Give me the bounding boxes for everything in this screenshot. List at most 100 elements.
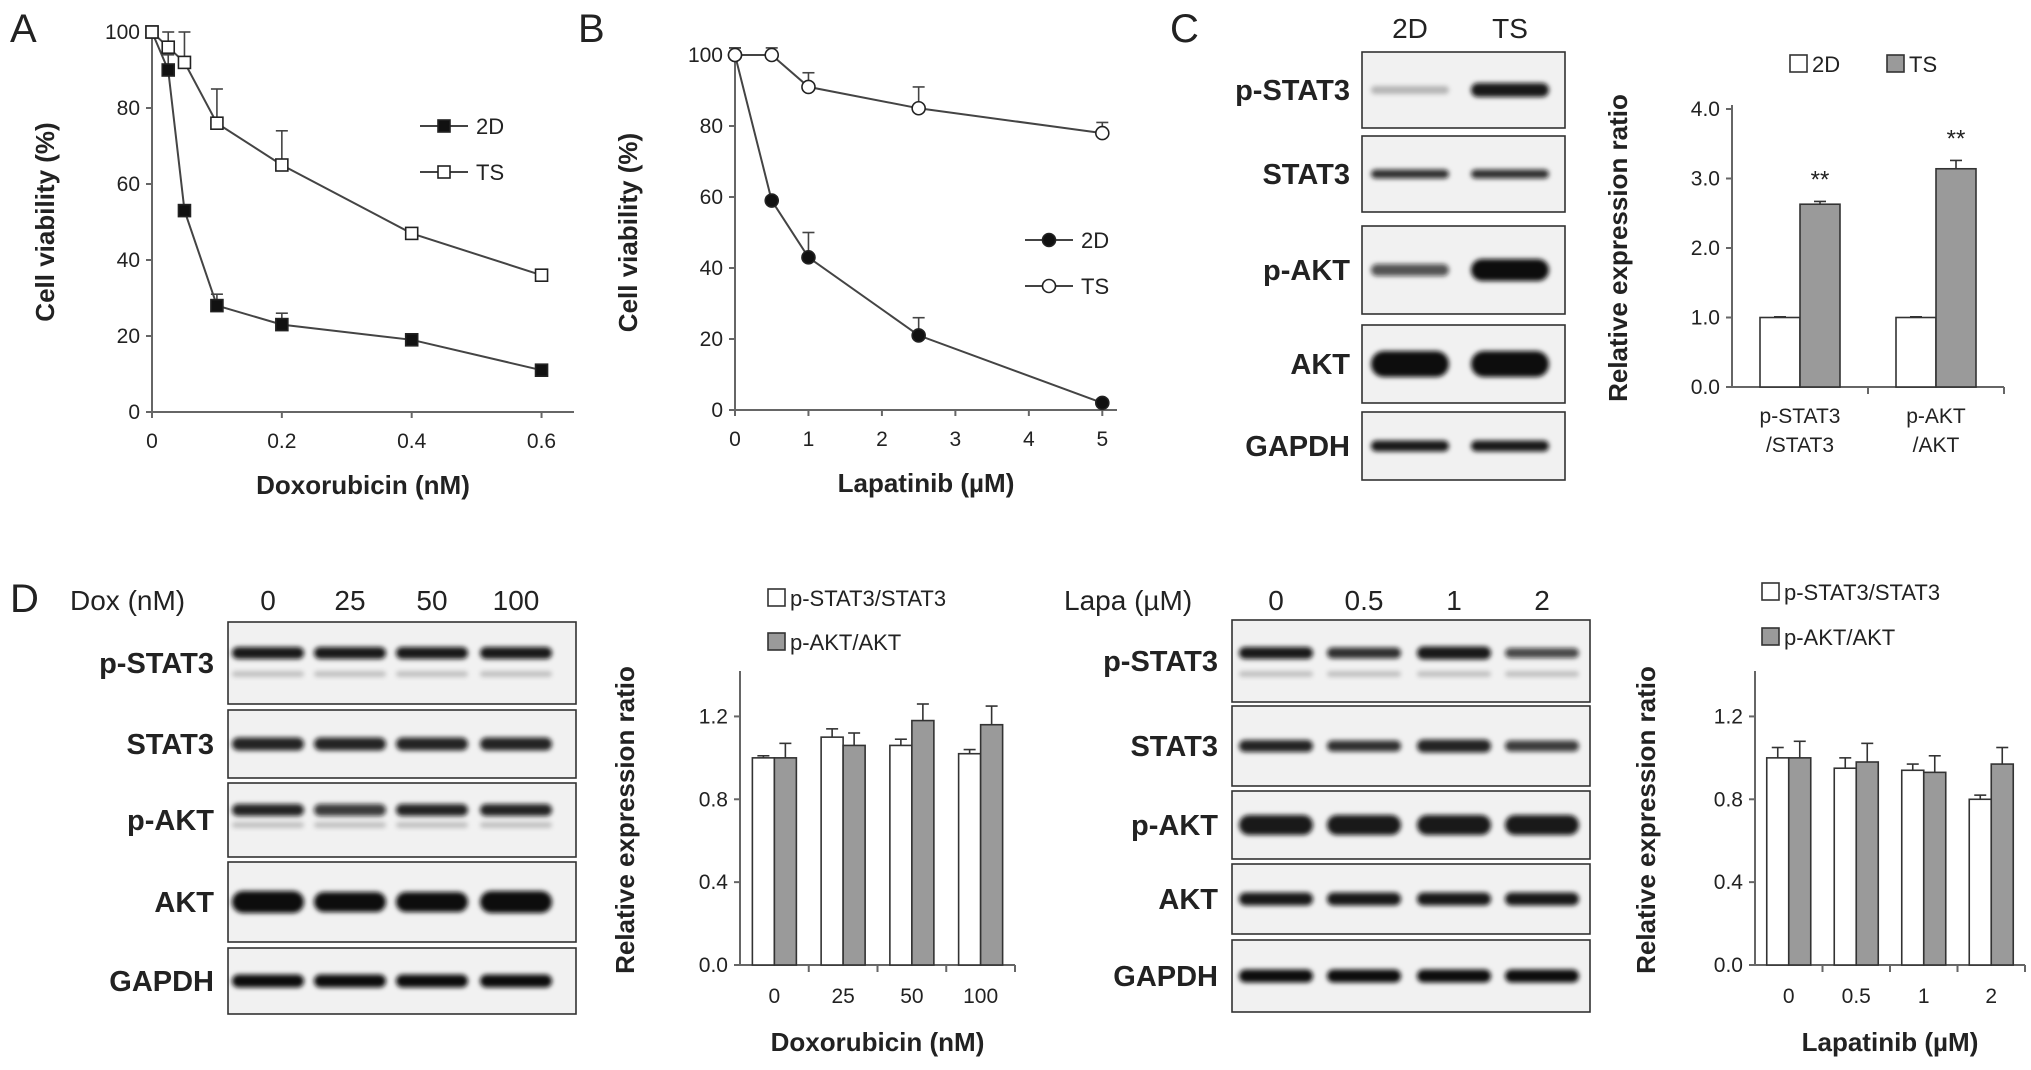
protein-band [480, 974, 552, 988]
protein-band [1371, 169, 1449, 179]
legend-label-2: TS [1909, 52, 1937, 77]
protein-band [1327, 815, 1401, 835]
x-category-label: p-AKT [1906, 405, 1966, 428]
data-point-2d [911, 328, 926, 343]
x-axis-title: Doxorubicin (nM) [771, 1027, 985, 1057]
y-tick-label: 60 [117, 173, 140, 196]
series-line-2d [151, 31, 542, 372]
legend-label-ts: TS [476, 160, 504, 185]
y-tick-label: 3.0 [1691, 168, 1720, 191]
bar-series-2 [842, 744, 866, 966]
y-tick-label: 0.8 [699, 788, 728, 811]
x-category-label: 25 [831, 985, 854, 1008]
protein-band [1327, 892, 1401, 906]
x-tick-label: 0.6 [527, 430, 556, 453]
protein-band-faint [480, 822, 552, 828]
legend-label-2: p-AKT/AKT [790, 630, 901, 655]
y-tick-label: 2.0 [1691, 237, 1720, 260]
protein-band [1417, 739, 1491, 753]
protein-band [1239, 892, 1313, 906]
protein-band [1239, 815, 1313, 835]
data-point-ts [161, 40, 176, 55]
legend-swatch-1 [1761, 582, 1780, 601]
legend-swatch-2 [1761, 627, 1780, 646]
protein-band [480, 647, 552, 659]
blot-row-label: AKT [1158, 884, 1218, 916]
y-tick-label: 0.4 [1714, 871, 1744, 894]
legend-label-1: p-STAT3/STAT3 [790, 586, 946, 611]
legend-marker-2d [437, 119, 451, 133]
x-category-label: 0 [1783, 985, 1795, 1008]
x-tick-label: 3 [950, 428, 962, 451]
bar-series-1 [1765, 757, 1790, 966]
x-category-label: 50 [900, 985, 923, 1008]
blot-row-label: GAPDH [1113, 961, 1218, 993]
panel-label-b: B [578, 7, 605, 51]
significance-marker: ** [1811, 166, 1830, 193]
western-blot-d-doxorubicin: Dox (nM) 0 25 50 100 p-STAT3 STAT3 p-AKT AKT GAPD… [70, 585, 577, 1015]
data-point-ts [801, 79, 816, 95]
bar-series-2 [979, 723, 1004, 966]
protein-band [1417, 969, 1491, 983]
y-axis-title: Relative expression ratio [610, 666, 640, 974]
y-tick-label: 0.0 [1714, 954, 1743, 977]
y-tick-label: 40 [700, 257, 723, 280]
bar-series-2 [1990, 763, 2015, 966]
protein-band [314, 647, 386, 659]
legend-swatch-1 [1789, 54, 1808, 73]
panel-label-d: D [10, 577, 39, 621]
protein-band [314, 737, 386, 751]
protein-band [1505, 740, 1579, 752]
series-line-ts [151, 31, 542, 277]
x-category-label: /AKT [1913, 434, 1960, 457]
blot-row-label: p-STAT3 [99, 648, 214, 680]
protein-band-faint [396, 822, 468, 828]
lane-label: TS [1492, 13, 1528, 44]
y-tick-label: 0.4 [699, 871, 729, 894]
protein-band [1327, 740, 1401, 752]
data-point-ts [145, 25, 159, 39]
bar-series-2 [773, 757, 798, 966]
y-tick-label: 0 [128, 401, 140, 424]
protein-band [1417, 892, 1491, 906]
protein-band [1371, 86, 1449, 94]
legend-swatch-2 [1886, 54, 1905, 73]
x-category-label: 0.5 [1842, 985, 1871, 1008]
data-point-2d [534, 363, 549, 378]
chart-d-doxorubicin-expression: 0.0 0.4 0.8 1.2 0 25 50 100 Doxorubicin (nM) Rela… [610, 586, 1016, 1057]
bar-series-1 [1900, 769, 1925, 966]
bar-series-2 [911, 719, 935, 966]
x-tick-label: 5 [1096, 428, 1108, 451]
protein-band-faint [396, 671, 468, 677]
data-point-2d [801, 250, 816, 265]
bar-series-2 [1922, 771, 1947, 966]
data-point-2d [275, 317, 289, 332]
western-blot-c: 2D TS p-STAT3 STAT3 p-AKT AKT GAPDH [1235, 13, 1566, 481]
protein-band-faint [314, 822, 386, 828]
protein-band [232, 804, 304, 816]
x-tick-label: 0 [729, 428, 741, 451]
panel-label-c: C [1170, 7, 1199, 51]
bar-series-1 [889, 744, 913, 966]
data-point-2d [161, 63, 176, 77]
blot-row-label: STAT3 [126, 729, 214, 761]
blot-row-label: p-AKT [127, 805, 214, 837]
protein-band-faint [314, 671, 386, 677]
x-tick-label: 0 [146, 430, 158, 453]
chart-a-doxorubicin-viability: 0 20 40 60 80 100 0 0.2 0.4 0.6 Doxorubicin (nM) Ce… [30, 21, 574, 500]
protein-band [1471, 83, 1549, 97]
blot-row-label: AKT [154, 887, 214, 919]
data-point-ts [1095, 125, 1110, 141]
protein-band [1371, 264, 1449, 276]
x-category-label: /STAT3 [1766, 434, 1834, 457]
chart-d-lapatinib-expression: 0.0 0.4 0.8 1.2 0 0.5 1 2 Lapatinib (µM) Relative… [1631, 580, 2026, 1057]
blot-frame [227, 621, 577, 705]
protein-band [1417, 815, 1491, 835]
x-tick-label: 0.2 [267, 430, 296, 453]
y-tick-label: 20 [700, 328, 723, 351]
protein-band [1371, 351, 1449, 377]
y-axis-title: Relative expression ratio [1603, 94, 1633, 402]
lane-label: 2 [1534, 585, 1550, 616]
x-axis-title: Doxorubicin (nM) [256, 470, 470, 500]
protein-band [314, 892, 386, 912]
